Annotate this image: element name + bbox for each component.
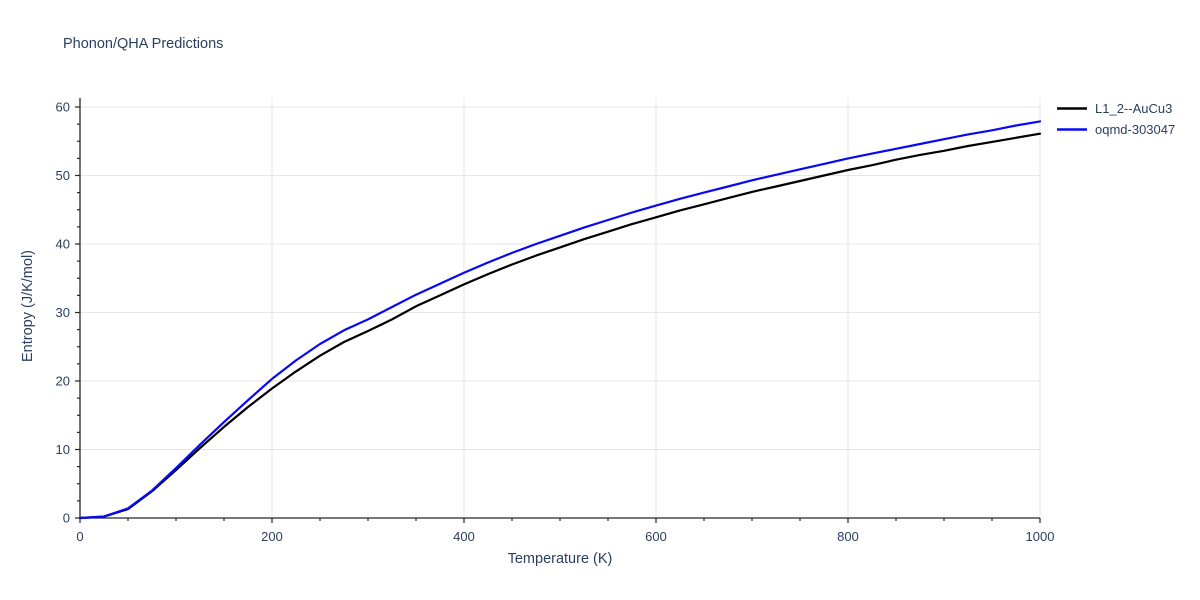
x-tick-label: 200 xyxy=(261,529,283,544)
legend-label: oqmd-303047 xyxy=(1095,122,1176,137)
legend-line-sample-black xyxy=(1057,107,1087,110)
y-tick-label: 20 xyxy=(56,374,70,389)
series-line-oqmd-303047[interactable] xyxy=(78,120,1042,520)
y-tick-label: 10 xyxy=(56,442,70,457)
y-tick-label: 40 xyxy=(56,237,70,252)
y-tick-label: 0 xyxy=(63,511,70,526)
legend: L1_2--AuCu3 oqmd-303047 xyxy=(1056,100,1175,138)
x-tick-label: 0 xyxy=(76,529,83,544)
y-axis-title: Entropy (J/K/mol) xyxy=(20,250,36,362)
y-tick-label: 60 xyxy=(56,100,70,115)
x-tick-label: 800 xyxy=(837,529,859,544)
y-tick-label: 30 xyxy=(56,305,70,320)
x-tick-label: 400 xyxy=(453,529,475,544)
x-tick-label: 1000 xyxy=(1026,529,1055,544)
legend-label: L1_2--AuCu3 xyxy=(1095,101,1173,116)
y-tick-label: 50 xyxy=(56,168,70,183)
x-axis-title: Temperature (K) xyxy=(507,551,613,567)
series-line-L1_2--AuCu3[interactable] xyxy=(78,132,1042,520)
chart-title: Phonon/QHA Predictions xyxy=(63,36,224,52)
legend-item-oqmd-303047[interactable]: oqmd-303047 xyxy=(1056,121,1175,138)
legend-item-l1-2-aucu3[interactable]: L1_2--AuCu3 xyxy=(1056,100,1175,117)
legend-line-sample-blue xyxy=(1057,128,1087,131)
x-tick-label: 600 xyxy=(645,529,667,544)
